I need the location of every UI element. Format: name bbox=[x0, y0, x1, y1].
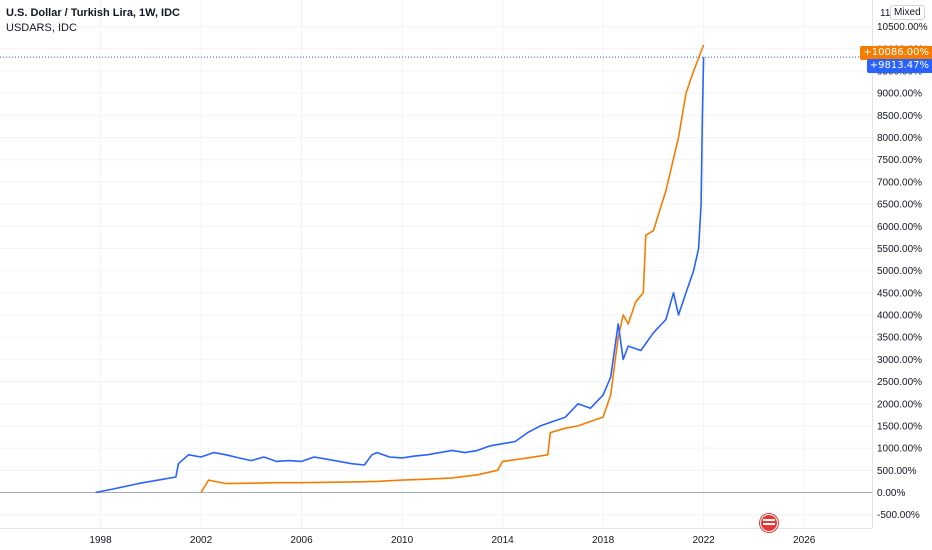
series-line-u-s-dollar-turkish-lira bbox=[95, 57, 705, 494]
price-tick-label: 5500.00% bbox=[877, 244, 922, 255]
price-tick-label: 4500.00% bbox=[877, 288, 922, 299]
time-tick-label: 2026 bbox=[793, 535, 816, 546]
usdars-value-badge: +10086.00% bbox=[860, 46, 932, 60]
time-tick-label: 2006 bbox=[290, 535, 313, 546]
price-tick-label: 500.00% bbox=[877, 466, 917, 477]
chart-grid bbox=[0, 0, 872, 528]
price-tick-label: 6500.00% bbox=[877, 200, 922, 211]
price-axis[interactable]: 10500.00%10000.00%9500.00%9000.00%8500.0… bbox=[877, 22, 928, 521]
price-tick-label: 2000.00% bbox=[877, 399, 922, 410]
price-tick-label: -500.00% bbox=[877, 510, 920, 521]
series-lines bbox=[95, 44, 705, 494]
price-tick-label: 1500.00% bbox=[877, 421, 922, 432]
partial-top-label: 11 bbox=[880, 8, 891, 19]
main-symbol-title[interactable]: U.S. Dollar / Turkish Lira, 1W, IDC bbox=[6, 7, 180, 19]
time-tick-label: 2010 bbox=[391, 535, 414, 546]
price-tick-label: 7000.00% bbox=[877, 177, 922, 188]
time-tick-label: 2018 bbox=[592, 535, 615, 546]
price-tick-label: 1000.00% bbox=[877, 444, 922, 455]
time-tick-label: 2014 bbox=[491, 535, 514, 546]
usdtry-value-badge: +9813.47% bbox=[866, 59, 932, 73]
price-tick-label: 4000.00% bbox=[877, 311, 922, 322]
time-axis[interactable]: 1998 2002 2006 2010 2014 2018 2022 2026 bbox=[89, 535, 815, 546]
us-flag-icon[interactable] bbox=[760, 514, 778, 532]
price-tick-label: 8000.00% bbox=[877, 133, 922, 144]
compare-symbol-title[interactable]: USDARS, IDC bbox=[6, 22, 77, 34]
time-tick-label: 1998 bbox=[89, 535, 112, 546]
price-tick-label: 9000.00% bbox=[877, 89, 922, 100]
price-tick-label: 7500.00% bbox=[877, 155, 922, 166]
price-tick-label: 8500.00% bbox=[877, 111, 922, 122]
price-tick-label: 3500.00% bbox=[877, 333, 922, 344]
price-tick-label: 6000.00% bbox=[877, 222, 922, 233]
time-tick-label: 2002 bbox=[190, 535, 213, 546]
price-tick-label: 10500.00% bbox=[877, 22, 928, 33]
price-tick-label: 3000.00% bbox=[877, 355, 922, 366]
chart-legend: U.S. Dollar / Turkish Lira, 1W, IDC USDA… bbox=[6, 6, 180, 36]
price-tick-label: 0.00% bbox=[877, 488, 905, 499]
price-tick-label: 5000.00% bbox=[877, 266, 922, 277]
scale-mode-button[interactable]: Mixed bbox=[890, 5, 925, 20]
price-tick-label: 2500.00% bbox=[877, 377, 922, 388]
series-line-usdars bbox=[200, 44, 705, 493]
time-tick-label: 2022 bbox=[693, 535, 716, 546]
